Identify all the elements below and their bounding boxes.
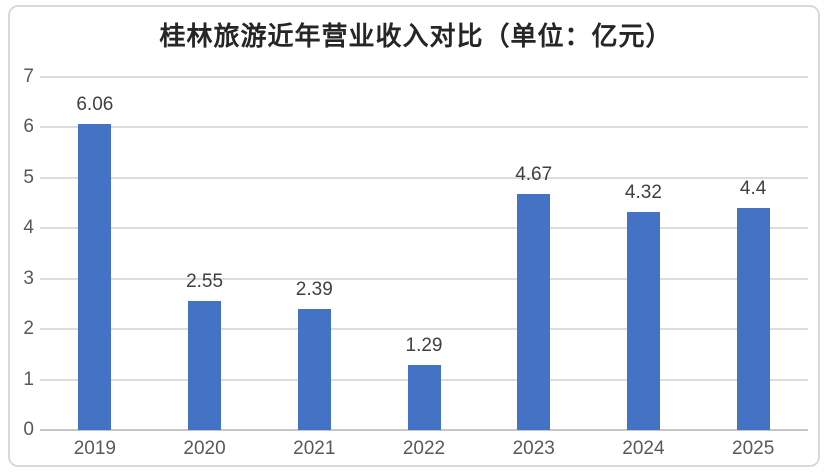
x-axis-category-label: 2025 — [732, 438, 775, 459]
gridline — [40, 176, 808, 179]
bar — [297, 309, 331, 430]
bar-value-label: 4.32 — [624, 182, 662, 204]
y-axis-tick-label: 0 — [23, 419, 34, 440]
bar-value-label: 4.67 — [515, 164, 553, 186]
bar-value-label: 4.4 — [739, 178, 767, 200]
y-axis-tick-label: 2 — [23, 318, 34, 340]
bar — [736, 208, 770, 430]
y-axis-tick-label: 1 — [23, 368, 34, 390]
x-axis-category-label: 2021 — [293, 438, 336, 459]
x-axis-line — [40, 429, 808, 431]
bar-value-label: 2.55 — [186, 271, 224, 293]
gridline — [40, 328, 808, 331]
y-axis-tick-label: 4 — [23, 217, 34, 239]
bar-value-label: 6.06 — [76, 94, 114, 116]
y-axis-tick-label: 5 — [23, 166, 34, 188]
bar-value-label: 1.29 — [405, 334, 443, 356]
gridline — [40, 227, 808, 230]
gridline — [40, 126, 808, 129]
y-axis-tick-label: 3 — [23, 267, 34, 289]
gridline — [40, 277, 808, 280]
bar — [78, 124, 112, 430]
y-axis-tick-label: 7 — [23, 66, 34, 87]
y-axis-tick-label: 6 — [23, 116, 34, 138]
bar-value-label: 2.39 — [295, 279, 333, 301]
x-axis-category-label: 2022 — [402, 438, 446, 459]
chart-frame — [8, 5, 820, 467]
x-axis-category-label: 2024 — [622, 438, 665, 459]
gridline — [40, 76, 808, 78]
x-axis-category-label: 2019 — [73, 438, 116, 459]
bar — [407, 364, 441, 430]
bar — [188, 301, 222, 430]
x-axis-category-label: 2020 — [183, 438, 226, 459]
bar — [517, 194, 551, 430]
bar — [626, 212, 660, 430]
x-axis-category-label: 2023 — [512, 438, 555, 459]
chart-title: 桂林旅游近年营业收入对比（单位：亿元） — [159, 21, 673, 51]
